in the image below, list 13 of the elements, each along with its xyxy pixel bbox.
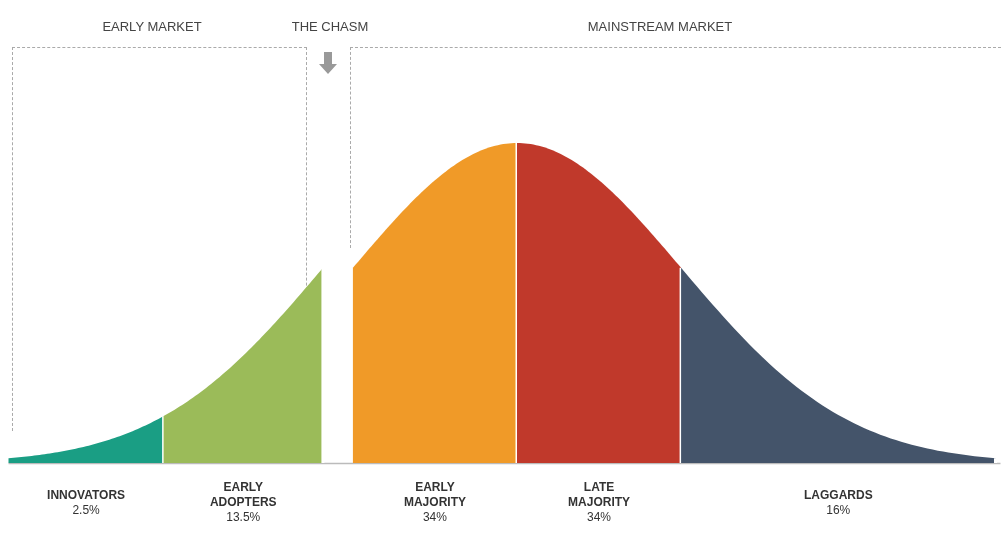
data-label: 34% xyxy=(422,510,448,525)
category-label: LATE MAJORITY xyxy=(568,480,631,510)
data-label: 34% xyxy=(587,510,612,525)
text: EARLY MARKET xyxy=(102,18,202,34)
category-label: LAGGARDS xyxy=(803,488,873,503)
data-label: 13.5% xyxy=(226,510,261,525)
data-label: 16% xyxy=(826,503,851,518)
text: MAINSTREAM MARKET xyxy=(587,18,733,34)
data-label: 2.5% xyxy=(72,503,101,518)
text: THE CHASM xyxy=(291,18,369,34)
category-label: INNOVATORS xyxy=(47,488,126,503)
category-label: EARLY ADOPTERS xyxy=(209,480,277,510)
category-label: EARLY MAJORITY xyxy=(403,480,466,510)
